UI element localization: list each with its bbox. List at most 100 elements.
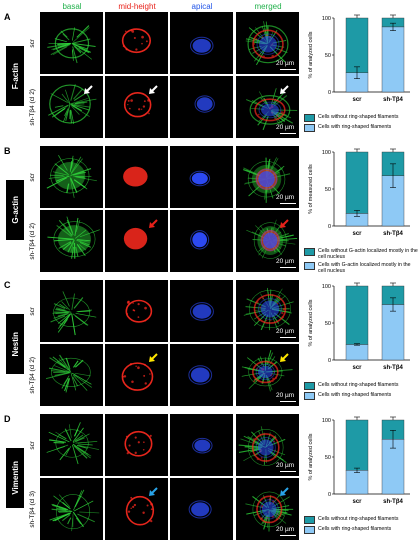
y-axis-label: % of measured cells (308, 164, 314, 214)
row-label: scr (27, 280, 37, 342)
cell-signal (50, 291, 97, 336)
legend-swatch (304, 526, 315, 534)
y-tick-label: 50 (325, 53, 331, 59)
legend-item: Cells with ring-shaped filaments (304, 124, 418, 132)
marker-label: Vimentin (6, 448, 24, 508)
scale-bar (280, 337, 296, 338)
row-label-text: scr (28, 440, 36, 450)
microscopy-image (246, 219, 298, 259)
arrow-icon (149, 219, 158, 228)
microscopy-image (123, 166, 148, 187)
microscopy-tile (40, 344, 103, 406)
arrow-icon (280, 353, 289, 362)
microscopy-tile (170, 76, 233, 138)
microscopy-tile: 20 µm (236, 76, 299, 138)
scale-bar-label: 20 µm (276, 462, 295, 469)
panel-letter: A (4, 12, 11, 22)
stacked-bar-chart: 0 50 100 % of analyzed cells scr sh-Tβ4 *** (304, 280, 416, 380)
y-tick-label: 100 (322, 284, 331, 290)
microscopy-image (46, 422, 100, 465)
cell-signal (46, 422, 100, 465)
cell-signal (188, 365, 213, 385)
legend-label: Cells with ring-shaped filaments (318, 392, 392, 398)
cell-signal (190, 36, 214, 55)
cell-signal (124, 430, 153, 457)
cell-signal (255, 363, 275, 381)
cell-signal (259, 499, 279, 520)
y-tick-label: 0 (328, 224, 331, 230)
microscopy-tile (105, 210, 168, 272)
microscopy-image (194, 95, 215, 113)
microscopy-tile (40, 210, 103, 272)
microscopy-tile: 20 µm (236, 280, 299, 342)
cell-signal (258, 298, 282, 320)
arrow-icon (149, 487, 158, 496)
panel-letter: B (4, 146, 11, 156)
microscopy-tile (105, 12, 168, 74)
cell-signal (255, 437, 276, 458)
chart-svg: 0 50 100 % of analyzed cells scr sh-Tβ4 **** (308, 12, 410, 103)
legend-swatch (304, 392, 315, 400)
y-tick-label: 0 (328, 492, 331, 498)
row-label: scr (27, 12, 37, 74)
cell-signal (190, 302, 214, 321)
microscopy-tile: 20 µm (236, 414, 299, 476)
y-tick-label: 50 (325, 455, 331, 461)
bar-segment-with (345, 470, 369, 495)
scale-bar-label: 20 µm (276, 328, 295, 335)
bar-segment-with (345, 344, 369, 361)
microscopy-tile (105, 414, 168, 476)
scale-bar (280, 471, 296, 472)
chart-legend: Cells without G-actin localized mostly i… (304, 248, 418, 276)
microscopy-image (47, 25, 96, 64)
arrow-icon (149, 353, 158, 362)
legend-swatch (304, 114, 315, 122)
microscopy-tile (105, 478, 168, 540)
bar-segment-without (345, 17, 369, 73)
cell-signal (47, 25, 96, 64)
microscopy-tile (105, 280, 168, 342)
cell-signal (256, 33, 280, 55)
microscopy-tile (40, 12, 103, 74)
marker-label-text: G-actin (10, 196, 20, 224)
microscopy-tile (170, 414, 233, 476)
row-label-text: sh-Tβ4 (cl 2) (28, 88, 36, 126)
cell-signal (258, 101, 282, 119)
microscopy-image (246, 85, 298, 131)
cell-signal (123, 166, 148, 187)
row-label: sh-Tβ4 (cl 2) (27, 210, 37, 272)
cell-signal (48, 84, 97, 124)
row-label-text: sh-Tβ4 (cl 2) (28, 222, 36, 260)
microscopy-image (192, 437, 213, 454)
legend-label: Cells without ring-shaped filaments (318, 516, 399, 522)
microscopy-image (121, 353, 158, 391)
microscopy-image (189, 170, 211, 187)
legend-label: Cells without ring-shaped filaments (318, 114, 399, 120)
header-apical: apical (191, 2, 213, 11)
cell-signal (121, 28, 152, 54)
microscopy-image (48, 84, 97, 124)
microscopy-image (245, 21, 289, 66)
header-mid-height: mid-height (118, 2, 156, 11)
microscopy-tile (105, 146, 168, 208)
scale-bar-label: 20 µm (276, 392, 295, 399)
microscopy-tile: 20 µm (236, 478, 299, 540)
chart-legend: Cells without ring-shaped filaments Cells… (304, 516, 418, 536)
scale-bar-label: 20 µm (276, 258, 295, 265)
cell-signal (125, 299, 153, 323)
category-label: sh-Tβ4 (383, 365, 403, 371)
legend-item: Cells without ring-shaped filaments (304, 382, 418, 390)
stacked-bar-chart: 0 50 100 % of analyzed cells scr sh-Tβ4 **** (304, 12, 416, 112)
microscopy-tile (170, 280, 233, 342)
legend-label: Cells without G-actin localized mostly i… (318, 248, 418, 260)
scale-bar (280, 133, 296, 134)
marker-label-text: Vimentin (10, 461, 20, 495)
microscopy-image (49, 489, 100, 532)
chart-svg: 0 50 100 % of analyzed cells scr sh-Tβ4 *** (308, 280, 410, 371)
chart-svg: 0 50 100 % of measured cells scr sh-Tβ4 ** (308, 146, 410, 237)
marker-label-text: F-actin (10, 62, 20, 90)
category-label: scr (352, 499, 362, 505)
cell-signal (192, 437, 213, 454)
microscopy-tile (40, 414, 103, 476)
microscopy-image (190, 36, 214, 55)
